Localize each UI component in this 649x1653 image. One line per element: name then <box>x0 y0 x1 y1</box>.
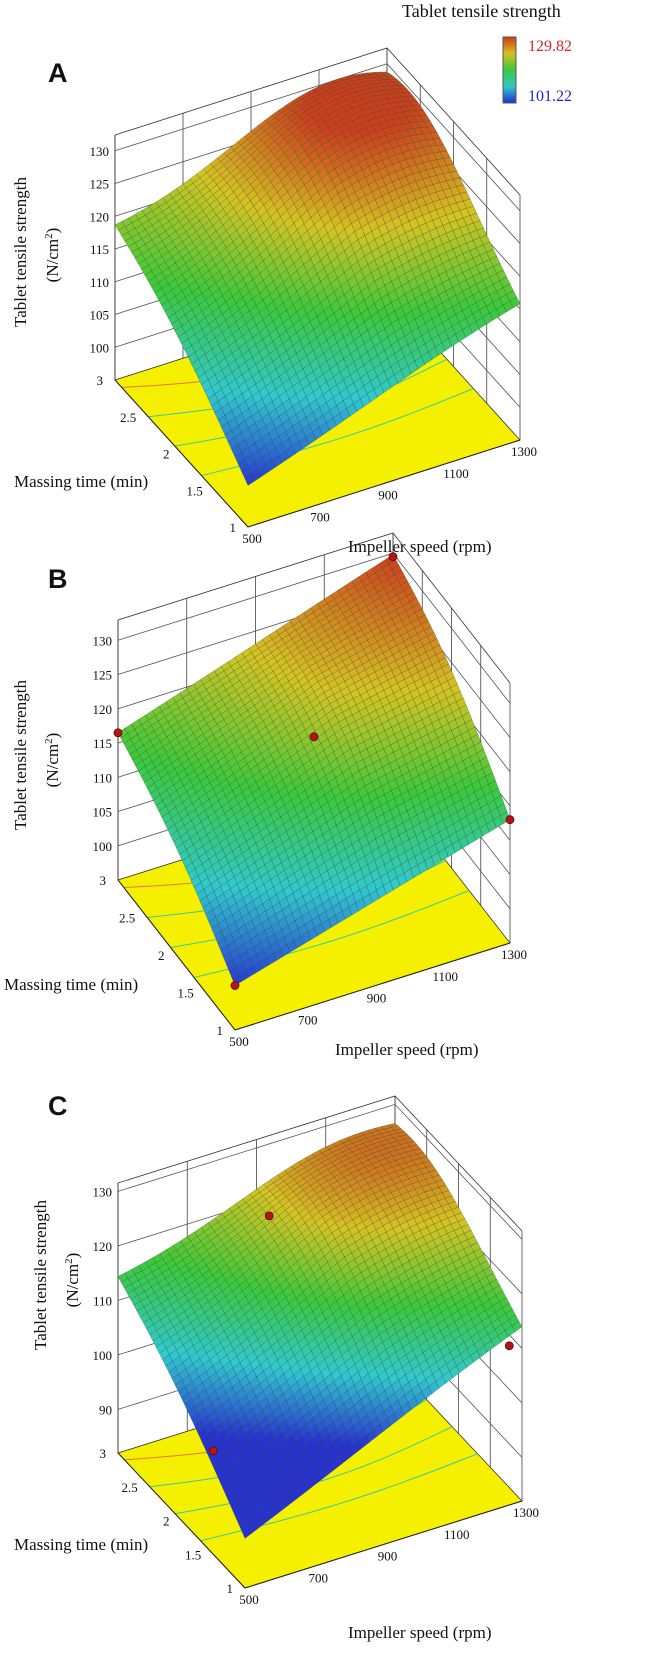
x-tick-label: 900 <box>378 488 398 503</box>
design-point <box>208 1446 218 1456</box>
z-axis-unit: (N/cm2) <box>63 1253 82 1308</box>
panel-label: C <box>48 1091 68 1121</box>
response-surface <box>117 554 511 986</box>
design-point <box>505 815 515 825</box>
y-tick-label: 1.5 <box>178 986 194 1001</box>
z-tick-label: 120 <box>93 702 113 717</box>
z-tick-label: 115 <box>93 736 112 751</box>
z-tick-label: 110 <box>90 275 109 290</box>
y-tick-label: 3 <box>97 373 104 388</box>
z-tick-label: 125 <box>90 177 110 192</box>
panel-label: B <box>48 564 68 594</box>
y-tick-label: 2 <box>163 1514 170 1529</box>
z-tick-label: 130 <box>93 633 113 648</box>
y-tick-label: 3 <box>100 873 107 888</box>
y-axis-line <box>114 379 249 528</box>
y-tick-label: 2.5 <box>120 410 136 425</box>
x-tick-label: 700 <box>310 509 330 524</box>
response-surface <box>114 71 521 486</box>
panel-label: A <box>48 58 68 88</box>
box-top-edge <box>117 532 511 684</box>
z-tick-label: 120 <box>93 1239 113 1254</box>
design-point <box>388 552 398 562</box>
z-axis-unit: (N/cm2) <box>43 228 62 283</box>
legend-colorbar <box>502 36 517 104</box>
x-tick-label: 1100 <box>444 1527 470 1542</box>
x-axis-title: Impeller speed (rpm) <box>348 1623 492 1642</box>
legend-min-label: 101.22 <box>528 88 572 105</box>
x-axis-title: Impeller speed (rpm) <box>335 1040 479 1059</box>
x-tick-label: 1100 <box>432 969 458 984</box>
z-tick-label: 100 <box>90 340 110 355</box>
z-tick-label: 90 <box>99 1402 112 1417</box>
z-axis-title: Tablet tensile strength <box>31 1200 50 1350</box>
y-axis-title: Massing time (min) <box>4 975 138 994</box>
y-tick-label: 2 <box>163 447 170 462</box>
x-tick-label: 1300 <box>513 1505 539 1520</box>
axes <box>114 379 521 528</box>
y-tick-label: 1 <box>227 1581 234 1596</box>
color-legend: Tablet tensile strength 129.82 101.22 <box>402 1 572 105</box>
y-tick-label: 1 <box>230 520 237 535</box>
y-tick-label: 2.5 <box>119 911 135 926</box>
z-tick-label: 105 <box>90 308 110 323</box>
y-tick-label: 2 <box>158 948 165 963</box>
x-tick-label: 700 <box>298 1012 318 1027</box>
y-axis-title: Massing time (min) <box>14 472 148 491</box>
y-axis-title: Massing time (min) <box>14 1535 148 1554</box>
surface-cell <box>244 473 256 486</box>
y-tick-label: 3 <box>100 1446 107 1461</box>
x-tick-label: 500 <box>229 1034 249 1049</box>
y-tick-label: 1 <box>217 1023 224 1038</box>
z-tick-label: 125 <box>93 668 113 683</box>
design-point <box>113 728 123 738</box>
legend-max-label: 129.82 <box>528 38 572 55</box>
x-tick-label: 500 <box>239 1592 259 1607</box>
x-tick-label: 1300 <box>511 444 537 459</box>
x-tick-label: 900 <box>378 1549 398 1564</box>
z-tick-label: 115 <box>90 242 109 257</box>
z-axis-unit: (N/cm2) <box>43 733 62 788</box>
design-point <box>309 732 319 742</box>
design-point <box>230 981 240 990</box>
x-tick-label: 900 <box>367 991 387 1006</box>
x-tick-label: 1100 <box>443 466 469 481</box>
x-axis-line <box>247 439 521 528</box>
y-tick-label: 2.5 <box>122 1480 138 1495</box>
z-tick-label: 110 <box>93 770 112 785</box>
x-tick-label: 500 <box>242 531 262 546</box>
y-tick-label: 1.5 <box>185 1547 201 1562</box>
box-top-edge <box>114 47 521 196</box>
z-axis-title: Tablet tensile strength <box>11 177 30 327</box>
z-tick-label: 120 <box>90 209 110 224</box>
x-tick-label: 1300 <box>501 947 527 962</box>
surface-plot-b: 100 105 110 115 120 125 130 1 1.5 2 2.5 3 500 700 900 1… <box>4 532 527 1059</box>
design-point <box>504 1341 514 1351</box>
z-axis-title: Tablet tensile strength <box>11 680 30 830</box>
surface-plot-a: 100 105 110 115 120 125 130 1 1.5 2 2.5 3 500 700 900 1… <box>11 47 537 556</box>
legend-title: Tablet tensile strength <box>402 1 561 21</box>
z-tick-label: 105 <box>93 805 113 820</box>
y-tick-label: 1.5 <box>187 483 203 498</box>
x-axis-title: Impeller speed (rpm) <box>348 537 492 556</box>
z-tick-label: 110 <box>93 1293 112 1308</box>
surface-plot-c: 90 100 110 120 130 1 1.5 2 2.5 3 500 700 900 1100 1300… <box>14 1091 539 1642</box>
z-tick-label: 100 <box>93 839 113 854</box>
z-tick-label: 130 <box>90 144 110 159</box>
gridline <box>114 63 521 212</box>
design-point <box>264 1211 274 1221</box>
z-tick-label: 100 <box>93 1348 113 1363</box>
z-tick-label: 130 <box>93 1184 113 1199</box>
x-tick-label: 700 <box>309 1570 329 1585</box>
